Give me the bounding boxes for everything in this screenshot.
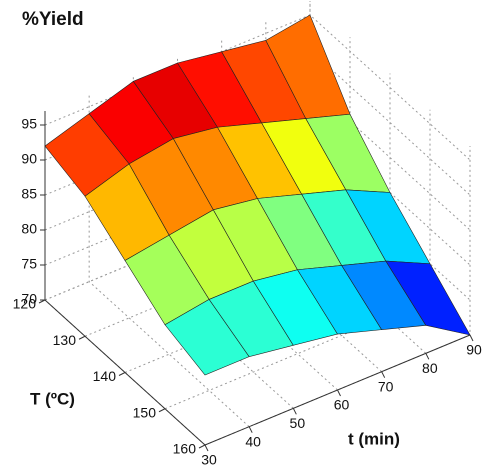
z-tick-label: 70 bbox=[21, 291, 37, 307]
x-tick-label: 60 bbox=[334, 397, 350, 413]
x-tick bbox=[204, 444, 209, 452]
x-tick-label: 40 bbox=[245, 433, 261, 449]
x-tick bbox=[337, 389, 341, 397]
z-tick-label: 90 bbox=[21, 151, 37, 167]
y-tick-label: 160 bbox=[173, 441, 197, 457]
x-tick-label: 80 bbox=[422, 360, 438, 376]
y-tick bbox=[118, 372, 126, 376]
x-tick-label: 90 bbox=[466, 342, 482, 358]
y-tick-label: 130 bbox=[53, 332, 77, 348]
y-tick-label: 140 bbox=[93, 368, 117, 384]
x-tick bbox=[248, 426, 253, 433]
z-tick-label: 80 bbox=[21, 221, 37, 237]
y-tick bbox=[78, 335, 86, 340]
x-tick bbox=[381, 371, 386, 378]
x-tick bbox=[292, 408, 297, 415]
chart-title: %Yield bbox=[22, 9, 84, 30]
y-tick-label: 150 bbox=[133, 404, 157, 420]
y-tick bbox=[198, 444, 206, 449]
x-tick-label: 30 bbox=[201, 452, 217, 468]
x-axis-label: t (min) bbox=[348, 429, 400, 448]
y-tick bbox=[158, 408, 166, 413]
x-tick bbox=[469, 334, 474, 342]
z-tick-label: 75 bbox=[21, 256, 37, 272]
y-axis-label: T (ºC) bbox=[30, 389, 75, 408]
x-tick-label: 70 bbox=[378, 378, 394, 394]
z-tick-label: 85 bbox=[21, 186, 37, 202]
y-tick bbox=[38, 299, 46, 304]
surface-patch bbox=[385, 260, 471, 336]
x-tick bbox=[425, 353, 430, 360]
z-tick-label: 95 bbox=[21, 116, 37, 132]
y-tick-label: 120 bbox=[13, 296, 37, 312]
x-tick-label: 50 bbox=[290, 415, 306, 431]
